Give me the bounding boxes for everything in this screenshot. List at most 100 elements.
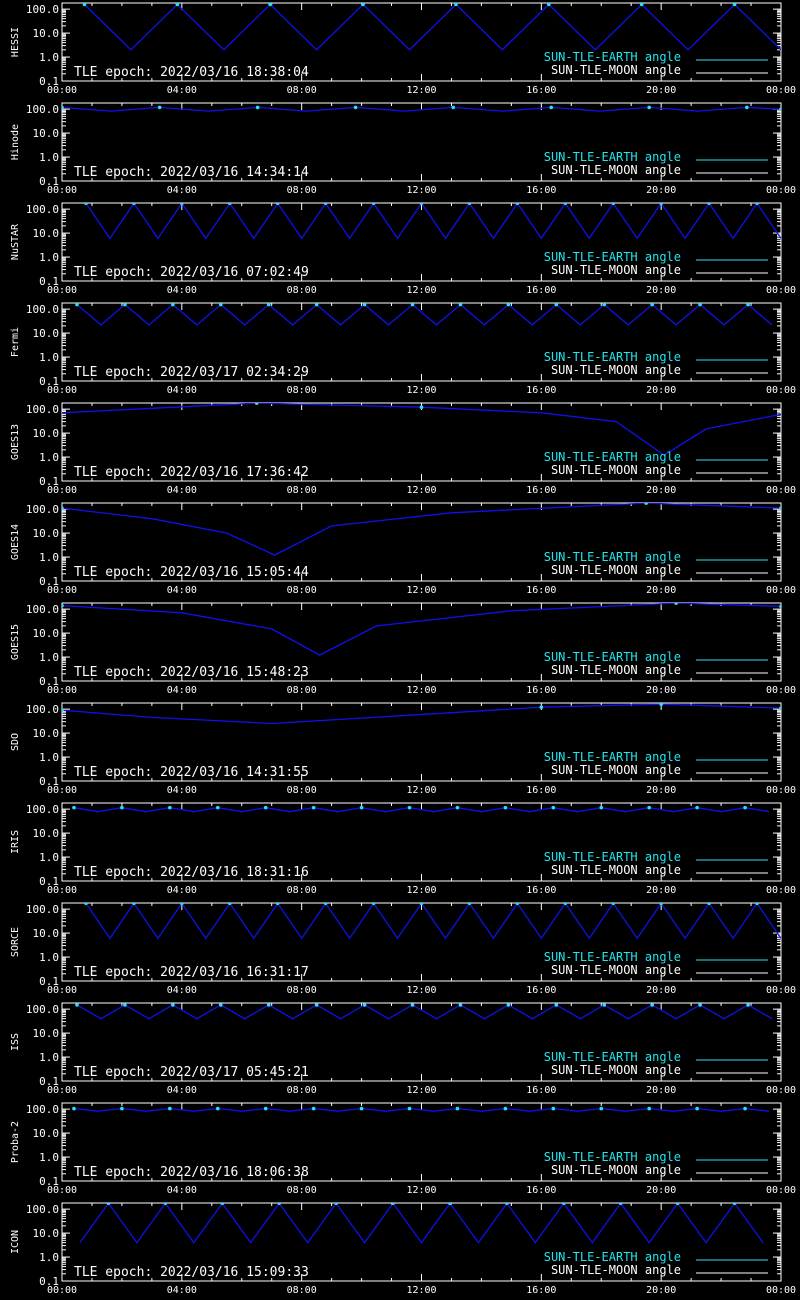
earth-angle-peak bbox=[454, 3, 458, 7]
earth-angle-peak bbox=[467, 903, 472, 906]
curve-group bbox=[82, 3, 781, 51]
earth-angle-peak bbox=[698, 1003, 702, 1007]
x-tick-label: 16:00 bbox=[526, 585, 556, 596]
x-tick-label: 20:00 bbox=[646, 285, 676, 296]
legend-earth-label: SUN-TLE-EARTH angle bbox=[544, 950, 681, 964]
earth-angle-curve bbox=[76, 1004, 773, 1020]
curve-group bbox=[62, 403, 781, 456]
earth-angle-peak bbox=[334, 1203, 338, 1206]
earth-angle-peak bbox=[746, 1003, 750, 1007]
y-tick-label: 100.0 bbox=[26, 603, 59, 616]
curve-group bbox=[62, 603, 781, 656]
legend-earth-label: SUN-TLE-EARTH angle bbox=[544, 350, 681, 364]
y-tick-label: 10.0 bbox=[33, 627, 60, 640]
x-tick-label: 04:00 bbox=[167, 85, 197, 96]
earth-angle-curve bbox=[85, 203, 781, 240]
x-tick-label: 20:00 bbox=[646, 985, 676, 996]
earth-angle-peak bbox=[554, 303, 559, 307]
earth-angle-peak bbox=[227, 903, 232, 906]
earth-angle-peak bbox=[123, 1003, 127, 1007]
earth-angle-peak bbox=[618, 1203, 623, 1206]
legend-moon-label: SUN-TLE-MOON angle bbox=[551, 463, 681, 477]
x-tick-label: 04:00 bbox=[167, 1085, 197, 1096]
earth-angle-peak bbox=[732, 1203, 737, 1206]
x-tick-label: 00:00 bbox=[766, 385, 796, 396]
y-tick-label: 1.0 bbox=[39, 751, 59, 764]
earth-angle-peak bbox=[599, 805, 604, 810]
y-tick-label: 10.0 bbox=[33, 927, 60, 940]
earth-angle-peak bbox=[75, 1003, 79, 1007]
earth-angle-peak bbox=[163, 1203, 168, 1206]
x-tick-label: 12:00 bbox=[406, 885, 436, 896]
y-tick-label: 100.0 bbox=[26, 303, 59, 316]
y-tick-label: 1.0 bbox=[39, 151, 59, 164]
curve-group bbox=[72, 805, 770, 813]
x-tick-label: 04:00 bbox=[167, 985, 197, 996]
panel-iris: 100.010.01.00.100:00 04:00 08:00 12:00 16:00… bbox=[10, 802, 796, 896]
tle-epoch-label: TLE epoch: 2022/03/16 15:09:33 bbox=[74, 1265, 309, 1280]
earth-angle-peak bbox=[359, 805, 364, 810]
y-tick-label: 100.0 bbox=[26, 903, 59, 916]
y-tick-label: 0.1 bbox=[39, 1175, 59, 1188]
panel-sdo: 100.010.01.00.100:00 04:00 08:00 12:00 16:00… bbox=[10, 702, 796, 796]
earth-angle-peak bbox=[732, 3, 737, 7]
earth-angle-curve bbox=[73, 1107, 770, 1112]
y-tick-label: 10.0 bbox=[33, 27, 60, 40]
x-tick-label: 20:00 bbox=[646, 785, 676, 796]
earth-angle-peak bbox=[547, 3, 551, 7]
earth-angle-peak bbox=[171, 303, 175, 307]
panel-ylabel: Fermi bbox=[10, 327, 21, 357]
tle-epoch-label: TLE epoch: 2022/03/16 17:36:42 bbox=[74, 465, 309, 480]
earth-angle-peak bbox=[215, 805, 220, 810]
earth-angle-peak bbox=[551, 805, 556, 810]
panel-icon: 100.010.01.00.100:00 04:00 08:00 12:00 16:00… bbox=[10, 1202, 796, 1296]
x-tick-label: 08:00 bbox=[287, 785, 317, 796]
y-tick-label: 100.0 bbox=[26, 1103, 59, 1116]
y-tick-label: 1.0 bbox=[39, 1151, 59, 1164]
x-tick-label: 04:00 bbox=[167, 1285, 197, 1296]
earth-angle-peak bbox=[755, 903, 759, 906]
x-tick-label: 20:00 bbox=[646, 1285, 676, 1296]
x-tick-label: 04:00 bbox=[167, 785, 197, 796]
earth-angle-peak bbox=[132, 903, 136, 906]
earth-angle-peak bbox=[362, 1003, 367, 1007]
earth-angle-peak bbox=[455, 1106, 460, 1111]
earth-angle-curve bbox=[62, 603, 781, 656]
y-tick-label: 0.1 bbox=[39, 875, 59, 888]
earth-angle-peak bbox=[268, 3, 273, 7]
earth-angle-peak bbox=[611, 903, 616, 906]
legend-earth-label: SUN-TLE-EARTH angle bbox=[544, 450, 681, 464]
x-tick-label: 08:00 bbox=[287, 685, 317, 696]
earth-angle-peak bbox=[82, 3, 87, 7]
x-tick-label: 20:00 bbox=[646, 885, 676, 896]
y-tick-label: 1.0 bbox=[39, 251, 59, 264]
x-tick-label: 00:00 bbox=[47, 785, 77, 796]
earth-angle-peak bbox=[263, 805, 268, 810]
tle-epoch-label: TLE epoch: 2022/03/16 16:31:17 bbox=[74, 965, 309, 980]
y-tick-label: 0.1 bbox=[39, 1275, 59, 1288]
x-tick-label: 00:00 bbox=[47, 885, 77, 896]
tle-epoch-label: TLE epoch: 2022/03/16 15:48:23 bbox=[74, 665, 309, 680]
x-tick-label: 04:00 bbox=[167, 485, 197, 496]
x-tick-label: 00:00 bbox=[766, 285, 796, 296]
y-tick-label: 0.1 bbox=[39, 375, 59, 388]
y-tick-label: 1.0 bbox=[39, 1251, 59, 1264]
x-tick-label: 00:00 bbox=[47, 285, 77, 296]
earth-angle-peak bbox=[779, 604, 781, 609]
earth-angle-peak bbox=[695, 805, 699, 810]
earth-angle-peak bbox=[639, 3, 644, 7]
x-tick-label: 20:00 bbox=[646, 185, 676, 196]
earth-angle-peak bbox=[410, 1003, 415, 1007]
x-tick-label: 00:00 bbox=[47, 485, 77, 496]
earth-angle-peak bbox=[171, 1003, 175, 1007]
legend-earth-label: SUN-TLE-EARTH angle bbox=[544, 1150, 681, 1164]
y-tick-label: 10.0 bbox=[33, 1127, 60, 1140]
earth-angle-peak bbox=[458, 1003, 463, 1007]
x-tick-label: 16:00 bbox=[526, 185, 556, 196]
earth-angle-peak bbox=[391, 1203, 395, 1206]
x-tick-label: 16:00 bbox=[526, 885, 556, 896]
x-tick-label: 00:00 bbox=[766, 885, 796, 896]
earth-angle-peak bbox=[255, 105, 260, 110]
curve-group bbox=[75, 1003, 773, 1020]
earth-angle-peak bbox=[323, 203, 328, 206]
